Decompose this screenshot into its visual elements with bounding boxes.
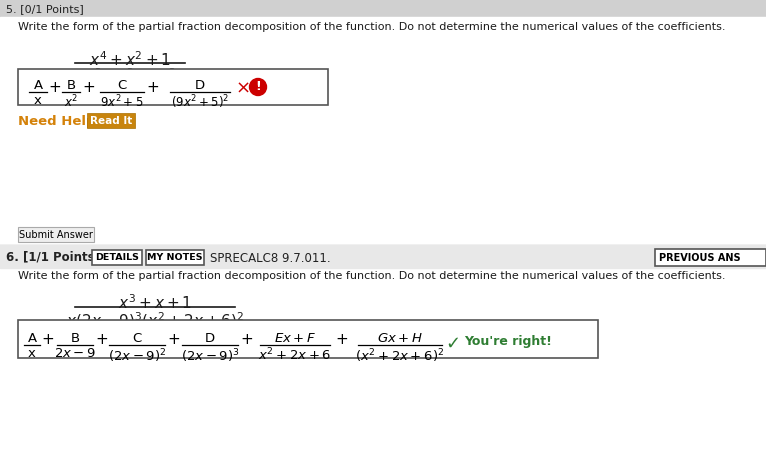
FancyBboxPatch shape xyxy=(146,250,204,265)
Text: $(x^2+2x+6)^2$: $(x^2+2x+6)^2$ xyxy=(355,347,444,365)
Bar xyxy=(0,245,766,268)
Text: $x^4+x^2+1$: $x^4+x^2+1$ xyxy=(89,50,171,69)
Text: PREVIOUS ANS: PREVIOUS ANS xyxy=(660,253,741,263)
Text: $Gx+H$: $Gx+H$ xyxy=(377,332,423,345)
Text: $(2x-9)^3$: $(2x-9)^3$ xyxy=(181,347,239,365)
Text: $x^3+x+1$: $x^3+x+1$ xyxy=(118,293,192,312)
Text: 6. [1/1 Points]: 6. [1/1 Points] xyxy=(6,251,100,264)
Text: D: D xyxy=(195,79,205,92)
Text: SPRECALC8 9.7.011.: SPRECALC8 9.7.011. xyxy=(210,252,331,265)
Circle shape xyxy=(250,79,267,95)
Text: +: + xyxy=(146,80,159,94)
Text: DETAILS: DETAILS xyxy=(95,253,139,263)
Text: +: + xyxy=(48,80,61,94)
Text: Submit Answer: Submit Answer xyxy=(19,230,93,240)
Bar xyxy=(0,245,766,465)
Text: $x(2x-9)^3(x^2+2x+6)^2$: $x(2x-9)^3(x^2+2x+6)^2$ xyxy=(66,310,244,331)
Text: $2x-9$: $2x-9$ xyxy=(54,347,96,360)
Text: 5. [0/1 Points]: 5. [0/1 Points] xyxy=(6,4,83,14)
Text: D: D xyxy=(205,332,215,345)
FancyBboxPatch shape xyxy=(92,250,142,265)
Text: +: + xyxy=(41,332,54,347)
Bar xyxy=(0,17,766,245)
Bar xyxy=(0,0,766,17)
Text: A: A xyxy=(28,332,37,345)
Text: C: C xyxy=(117,79,126,92)
FancyBboxPatch shape xyxy=(18,69,328,105)
Text: You're right!: You're right! xyxy=(464,335,552,348)
Text: +: + xyxy=(96,332,108,347)
Text: B: B xyxy=(70,332,80,345)
Text: $\times$: $\times$ xyxy=(234,79,249,97)
Text: MY NOTES: MY NOTES xyxy=(147,253,203,263)
Text: x: x xyxy=(28,347,36,360)
Text: $(9x^2+5)^2$: $(9x^2+5)^2$ xyxy=(171,93,229,111)
Text: Write the form of the partial fraction decomposition of the function. Do not det: Write the form of the partial fraction d… xyxy=(18,271,725,281)
Text: $x^2+2x+6$: $x^2+2x+6$ xyxy=(258,347,332,364)
Text: B: B xyxy=(67,79,76,92)
Text: C: C xyxy=(133,332,142,345)
Text: +: + xyxy=(336,332,349,347)
Text: x: x xyxy=(34,93,42,106)
Text: ✓: ✓ xyxy=(446,335,460,353)
Text: +: + xyxy=(83,80,96,94)
Text: $x^2$: $x^2$ xyxy=(64,93,78,110)
Text: +: + xyxy=(241,332,254,347)
Text: $9x^2+5$: $9x^2+5$ xyxy=(100,93,144,110)
Text: Read It: Read It xyxy=(90,116,132,126)
FancyBboxPatch shape xyxy=(655,249,766,266)
Text: A: A xyxy=(34,79,43,92)
Text: $x^2(9x^2+5)^2$: $x^2(9x^2+5)^2$ xyxy=(83,66,176,86)
Text: !: ! xyxy=(255,80,261,93)
Text: +: + xyxy=(168,332,180,347)
Text: $(2x-9)^2$: $(2x-9)^2$ xyxy=(108,347,166,365)
Text: Need Help?: Need Help? xyxy=(18,115,103,128)
FancyBboxPatch shape xyxy=(18,320,598,358)
Text: $Ex+F$: $Ex+F$ xyxy=(274,332,316,345)
FancyBboxPatch shape xyxy=(87,113,135,128)
FancyBboxPatch shape xyxy=(18,227,94,242)
Text: Write the form of the partial fraction decomposition of the function. Do not det: Write the form of the partial fraction d… xyxy=(18,22,725,32)
